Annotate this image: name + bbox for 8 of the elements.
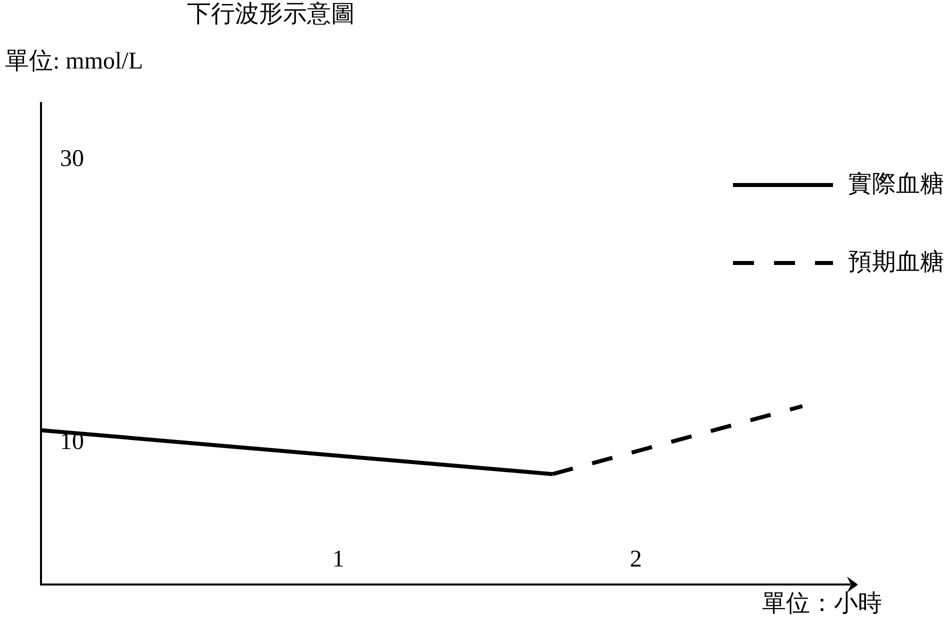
y-tick-label: 30 [60, 146, 84, 172]
x-tick-label: 2 [630, 546, 642, 572]
x-axis-title: 單位：小時 [762, 590, 882, 617]
legend-label: 預期血糖 [848, 248, 944, 276]
y-axis-title: 單位: mmol/L [5, 48, 143, 74]
legend-label: 實際血糖 [848, 170, 944, 198]
chart-title: 下行波形示意圖 [187, 1, 355, 28]
x-tick-label: 1 [332, 546, 344, 572]
